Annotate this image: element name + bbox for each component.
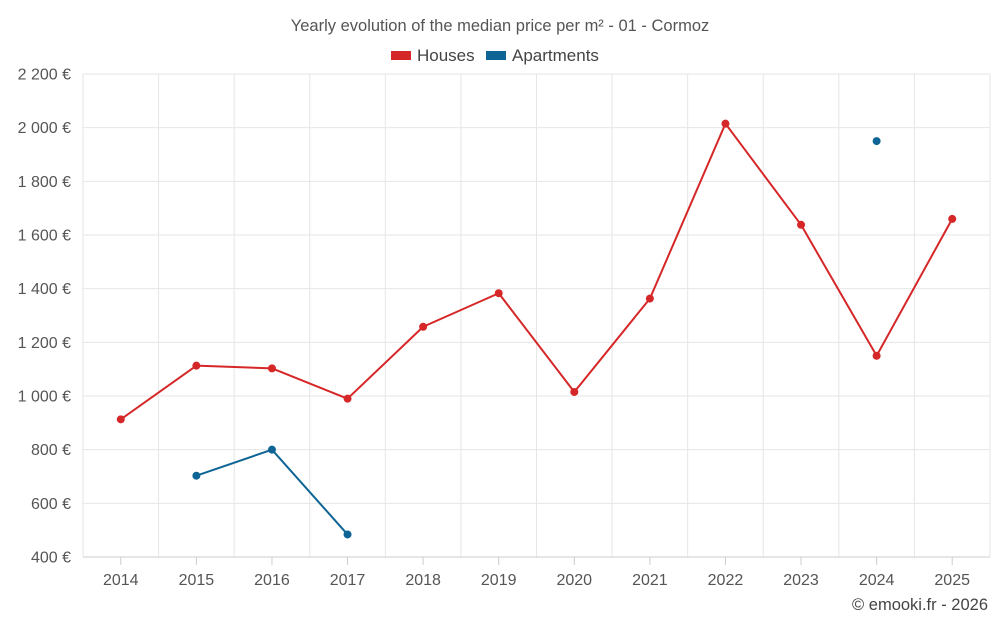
x-tick-label: 2021 xyxy=(632,572,668,589)
data-point-houses[interactable] xyxy=(948,214,957,223)
data-point-houses[interactable] xyxy=(872,351,881,360)
data-point-houses[interactable] xyxy=(343,394,352,403)
y-tick-label: 1 400 € xyxy=(18,281,71,298)
legend-item-apartments[interactable]: Apartments xyxy=(486,46,599,65)
y-axis: 400 € 600 € 800 € 1 000 € 1 200 € 1 400 € 1 60… xyxy=(18,67,71,567)
x-axis: 2014 2015 2016 2017 2018 2019 2020 2021 2022 2023… xyxy=(83,556,990,589)
y-tick-label: 2 000 € xyxy=(18,120,71,137)
data-point-houses[interactable] xyxy=(797,220,806,229)
y-tick-label: 600 € xyxy=(31,496,71,513)
legend: Houses Apartments xyxy=(391,46,599,65)
data-point-houses[interactable] xyxy=(721,119,730,128)
y-tick-label: 1 800 € xyxy=(18,174,71,191)
data-point-houses[interactable] xyxy=(192,361,201,370)
series-line-houses xyxy=(875,217,954,357)
x-tick-label: 2020 xyxy=(556,572,592,589)
series-line-houses xyxy=(270,367,349,400)
series-line-houses xyxy=(119,364,198,421)
x-tick-label: 2024 xyxy=(859,572,895,589)
x-tick-label: 2016 xyxy=(254,572,290,589)
series-line-houses xyxy=(346,325,425,400)
series-line-houses xyxy=(573,297,651,393)
y-tick-label: 800 € xyxy=(31,442,71,459)
data-point-apartments[interactable] xyxy=(872,137,881,146)
x-tick-label: 2022 xyxy=(708,572,744,589)
y-tick-label: 1 000 € xyxy=(18,389,71,406)
data-point-apartments[interactable] xyxy=(343,530,352,539)
y-tick-label: 400 € xyxy=(31,550,71,567)
series-line-houses xyxy=(648,122,727,300)
series-line-houses xyxy=(195,364,273,370)
legend-label-houses: Houses xyxy=(417,46,475,65)
x-tick-label: 2015 xyxy=(179,572,215,589)
data-point-houses[interactable] xyxy=(267,364,276,373)
legend-swatch-houses xyxy=(391,51,411,60)
chart-title: Yearly evolution of the median price per… xyxy=(291,17,710,35)
y-tick-label: 1 600 € xyxy=(18,228,71,245)
series-line-apartments xyxy=(270,448,349,536)
series-line-apartments xyxy=(195,448,273,477)
x-tick-label: 2025 xyxy=(934,572,970,589)
series-line-houses xyxy=(497,292,576,393)
data-point-houses[interactable] xyxy=(116,415,125,424)
y-tick-label: 2 200 € xyxy=(18,67,71,84)
legend-swatch-apartments xyxy=(486,51,506,60)
data-point-houses[interactable] xyxy=(570,387,579,396)
y-tick-label: 1 200 € xyxy=(18,335,71,352)
series-line-houses xyxy=(724,122,803,226)
x-tick-label: 2019 xyxy=(481,572,517,589)
legend-item-houses[interactable]: Houses xyxy=(391,46,475,65)
x-tick-label: 2023 xyxy=(783,572,819,589)
x-tick-label: 2017 xyxy=(330,572,366,589)
data-point-houses[interactable] xyxy=(645,294,654,303)
series-line-houses xyxy=(422,292,500,328)
data-point-houses[interactable] xyxy=(494,289,503,298)
x-tick-label: 2018 xyxy=(405,572,441,589)
data-point-apartments[interactable] xyxy=(192,471,201,480)
series-line-houses xyxy=(800,223,878,357)
legend-label-apartments: Apartments xyxy=(512,46,599,65)
grid xyxy=(82,73,991,557)
series xyxy=(116,119,957,539)
copyright-footer: © emooki.fr - 2026 xyxy=(852,596,988,614)
data-point-apartments[interactable] xyxy=(267,445,276,454)
x-tick-label: 2014 xyxy=(103,572,139,589)
data-point-houses[interactable] xyxy=(419,322,428,331)
